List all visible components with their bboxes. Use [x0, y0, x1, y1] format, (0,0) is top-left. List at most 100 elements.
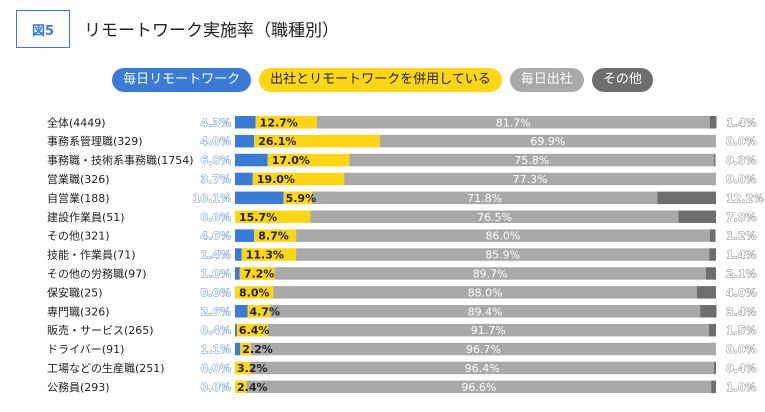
category-label: 販売・サービス(265) [47, 324, 154, 337]
bar-segment-series-1 [254, 229, 297, 242]
value-label-mixed: 15.7% [239, 211, 277, 224]
value-label-office: 85.9% [485, 249, 520, 262]
bar-segment-series-0 [235, 134, 255, 148]
category-label: 営業職(326) [47, 172, 110, 186]
value-label-remote: 3.7% [200, 173, 231, 186]
value-label-other: 1.2% [726, 230, 757, 243]
value-label-mixed: 3.2% [237, 362, 268, 375]
category-label: 全体(4449) [47, 115, 106, 129]
value-label-mixed: 5.9% [286, 192, 317, 205]
value-label-remote: 1.4% [200, 249, 231, 262]
bar-segment-series-3 [705, 267, 716, 280]
bar-segment-series-1 [240, 342, 251, 356]
bar-segment-series-1 [255, 116, 317, 129]
bar-segment-series-1 [254, 134, 380, 148]
value-label-office: 81.7% [496, 116, 531, 129]
category-label: 保安職(25) [47, 285, 103, 299]
figure-number-badge: 図5 [16, 10, 70, 48]
bar-segment-series-2 [344, 172, 716, 186]
value-label-mixed: 12.7% [260, 116, 298, 129]
value-label-remote: 4.0% [200, 135, 231, 148]
bar-segment-series-0 [235, 305, 248, 318]
value-label-office: 89.4% [468, 305, 503, 318]
bar-segment-series-1 [252, 172, 345, 186]
value-label-mixed: 2.2% [242, 343, 273, 356]
bar-segment-series-3 [678, 210, 716, 223]
bar-segment-series-0 [235, 229, 255, 242]
bar-segment-series-2 [349, 153, 715, 167]
value-label-office: 96.4% [465, 362, 500, 375]
bar-segment-series-1 [241, 248, 297, 261]
value-label-remote: 6.8% [200, 154, 231, 167]
value-label-remote: 4.3% [200, 116, 231, 129]
bar-segment-series-2 [246, 380, 712, 394]
value-label-mixed: 11.3% [246, 249, 284, 262]
bar-segment-series-1 [236, 323, 268, 337]
bar-segment-series-3 [708, 323, 716, 337]
bar-segment-series-1 [235, 380, 247, 394]
bar-segment-series-2 [250, 361, 715, 375]
value-label-mixed: 26.1% [258, 135, 296, 148]
value-label-remote: 0.0% [200, 362, 231, 375]
bar-segment-series-1 [235, 210, 311, 223]
bar-segment-series-2 [310, 210, 679, 223]
value-label-remote: 0.0% [200, 286, 231, 299]
value-label-other: 0.0% [726, 135, 757, 148]
value-label-other: 0.4% [726, 362, 757, 375]
value-label-other: 2.1% [726, 267, 757, 280]
legend: 毎日リモートワーク 出社とリモートワークを併用している 毎日出社 その他 [0, 68, 765, 92]
category-label: 公務員(293) [47, 380, 110, 394]
value-label-remote: 0.4% [200, 324, 231, 337]
value-label-other: 1.0% [726, 381, 757, 394]
bar-segment-series-3 [696, 286, 716, 299]
bar-segment-series-1 [283, 191, 312, 205]
bar-segment-series-3 [700, 305, 717, 318]
bar-segment-series-2 [267, 323, 709, 337]
bar-segment-series-2 [273, 286, 697, 299]
value-label-office: 96.7% [466, 343, 501, 356]
value-label-office: 89.7% [473, 267, 508, 280]
category-label: 自営業(188) [47, 191, 110, 205]
bar-segment-series-2 [296, 248, 710, 261]
legend-office: 毎日出社 [509, 68, 584, 92]
bar-segment-series-1 [235, 361, 251, 375]
value-label-office: 86.0% [485, 230, 520, 243]
bar-segment-series-3 [709, 116, 717, 129]
value-label-remote: 0.0% [200, 211, 231, 224]
value-label-remote: 4.0% [200, 230, 231, 243]
value-label-other: 0.0% [726, 173, 757, 186]
bar-segment-series-2 [250, 342, 717, 356]
category-label: 工場などの生産職(251) [47, 361, 165, 375]
value-label-other: 4.0% [726, 286, 757, 299]
value-label-other: 0.0% [726, 343, 757, 356]
bar-segment-series-0 [235, 342, 241, 356]
category-label: 技能・作業員(71) [47, 248, 136, 262]
value-label-mixed: 2.4% [237, 381, 268, 394]
value-label-office: 75.8% [514, 154, 549, 167]
category-label: その他(321) [47, 230, 110, 243]
value-label-office: 88.0% [468, 286, 503, 299]
value-label-remote: 2.6% [200, 305, 231, 318]
value-label-mixed: 7.2% [244, 267, 275, 280]
bar-segment-series-2 [316, 116, 710, 129]
bar-segment-series-2 [274, 267, 706, 280]
value-label-office: 71.8% [467, 192, 502, 205]
bar-segment-series-1 [235, 286, 274, 299]
bar-segment-series-0 [235, 323, 237, 337]
bar-segment-series-0 [235, 116, 256, 129]
value-label-office: 96.6% [461, 381, 496, 394]
bar-segment-series-1 [267, 153, 350, 167]
value-label-mixed: 4.7% [250, 305, 281, 318]
value-label-other: 0.3% [726, 154, 757, 167]
value-label-mixed: 8.0% [239, 286, 270, 299]
category-label: ドライバー(91) [47, 343, 124, 356]
value-label-mixed: 6.4% [239, 324, 270, 337]
bar-segment-series-1 [239, 267, 275, 280]
bar-segment-series-0 [235, 153, 268, 167]
bar-segment-series-3 [709, 229, 716, 242]
bar-segment-series-1 [247, 305, 271, 318]
bar-segment-series-2 [311, 191, 658, 205]
bar-segment-series-3 [714, 361, 716, 375]
category-label: その他の労務職(97) [47, 266, 147, 280]
